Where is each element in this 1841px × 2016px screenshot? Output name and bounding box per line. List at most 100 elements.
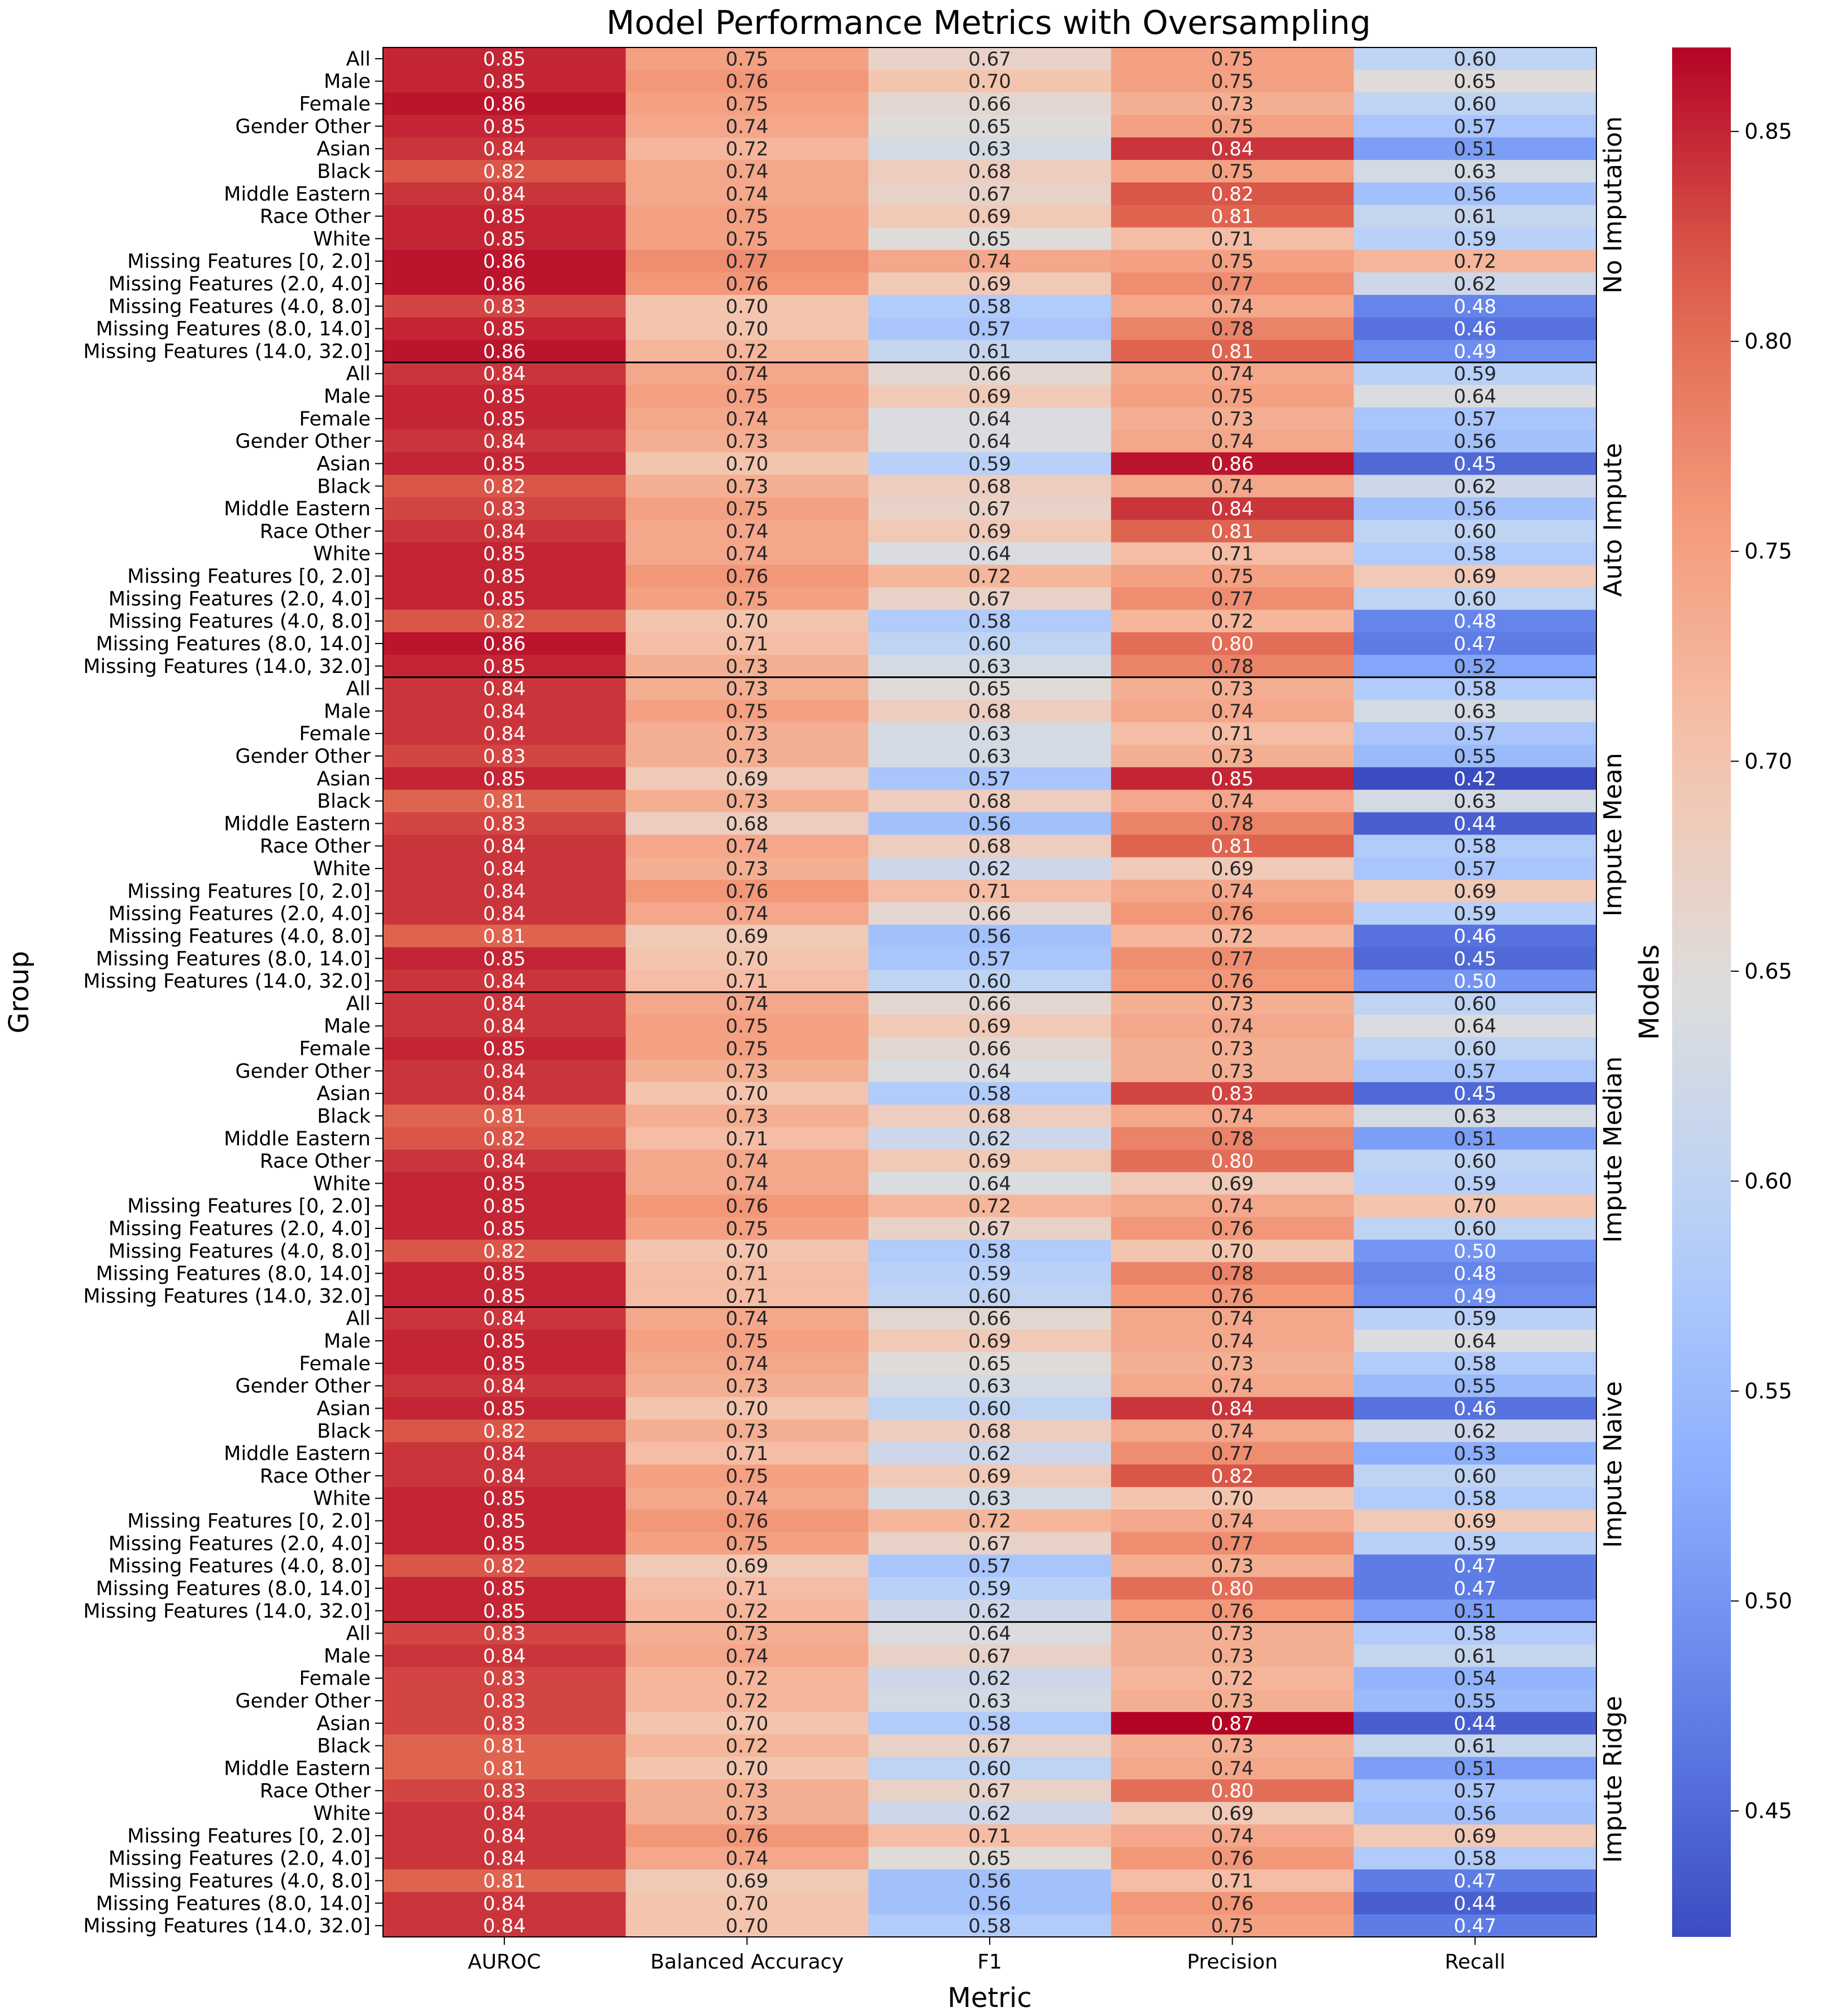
heatmap-cell: [1111, 1554, 1354, 1578]
cell-value-label: 0.74: [1211, 1375, 1254, 1398]
heatmap-cell: [868, 587, 1112, 610]
heatmap-cell: [868, 1734, 1112, 1758]
cell-value-label: 0.60: [1453, 520, 1496, 543]
heatmap-cell: [1353, 1397, 1597, 1420]
cell-value-label: 0.85: [483, 318, 526, 341]
heatmap-cell: [868, 1374, 1112, 1398]
heatmap-cell: [1111, 632, 1354, 655]
heatmap-cell: [383, 137, 626, 160]
cell-value-label: 0.81: [1211, 206, 1254, 228]
cell-value-label: 0.71: [1211, 1870, 1254, 1892]
heatmap-cell: [383, 812, 626, 835]
y-tick-label: Missing Features (8.0, 14.0]: [96, 1263, 371, 1285]
cell-value-label: 0.69: [968, 206, 1011, 228]
cell-value-label: 0.70: [726, 1915, 769, 1937]
cell-value-label: 0.84: [483, 1825, 526, 1848]
heatmap-cell: [1111, 317, 1354, 341]
cell-value-label: 0.84: [483, 970, 526, 993]
cell-value-label: 0.73: [726, 475, 769, 498]
heatmap-cell: [383, 745, 626, 768]
cell-value-label: 0.75: [726, 385, 769, 408]
cell-value-label: 0.84: [483, 1802, 526, 1825]
heatmap-cell: [1353, 1352, 1597, 1375]
heatmap-cell: [625, 1757, 869, 1780]
cell-value-label: 0.85: [483, 206, 526, 228]
heatmap-cell: [1111, 182, 1354, 206]
cell-value-label: 0.83: [483, 1713, 526, 1735]
cell-value-label: 0.71: [726, 1578, 769, 1600]
heatmap-cell: [625, 767, 869, 790]
cell-value-label: 0.55: [1453, 745, 1496, 768]
cell-value-label: 0.84: [483, 880, 526, 903]
heatmap-cell: [1111, 1239, 1354, 1263]
y-tick-label: Missing Features (4.0, 8.0]: [108, 1240, 371, 1263]
heatmap-cell: [868, 1465, 1112, 1488]
heatmap-cell: [625, 205, 869, 228]
cell-value-label: 0.67: [968, 588, 1011, 610]
heatmap-cell: [868, 1329, 1112, 1353]
heatmap-cell: [383, 1622, 626, 1645]
cell-value-label: 0.75: [1211, 115, 1254, 138]
heatmap-cell: [1353, 677, 1597, 701]
y-tick-label: Missing Features (2.0, 4.0]: [108, 588, 371, 610]
heatmap-cell: [868, 475, 1112, 498]
cell-value-label: 0.81: [1211, 340, 1254, 363]
y-tick-label: Gender Other: [236, 1375, 371, 1398]
heatmap-cell: [625, 69, 869, 93]
heatmap-cell: [625, 1711, 869, 1735]
heatmap-cell: [383, 1239, 626, 1263]
x-axis-ticks: AUROC Balanced Accuracy F1 Precision Recall: [468, 1937, 1505, 1974]
y-tick-label: Missing Features (4.0, 8.0]: [108, 610, 371, 633]
heatmap-cell: [1353, 294, 1597, 318]
cell-value-label: 0.69: [726, 1870, 769, 1892]
heatmap-cell: [868, 137, 1112, 160]
y-tick-label: Missing Features (14.0, 32.0]: [83, 655, 371, 678]
heatmap-cell: [383, 767, 626, 790]
cell-value-label: 0.73: [1211, 1060, 1254, 1083]
cell-value-label: 0.49: [1453, 1285, 1496, 1307]
cell-value-label: 0.71: [726, 1285, 769, 1307]
cell-value-label: 0.83: [483, 1780, 526, 1802]
cell-value-label: 0.82: [483, 1555, 526, 1578]
heatmap-cell: [383, 1689, 626, 1713]
cell-value-label: 0.56: [1453, 431, 1496, 453]
cell-value-label: 0.84: [483, 1645, 526, 1667]
heatmap-cell: [1111, 1846, 1354, 1870]
cell-value-label: 0.69: [1453, 1825, 1496, 1848]
cell-value-label: 0.80: [1211, 1150, 1254, 1173]
cell-value-label: 0.75: [1211, 385, 1254, 408]
heatmap-cell: [383, 475, 626, 498]
heatmap-cell: [1353, 340, 1597, 363]
heatmap-cell: [1111, 1577, 1354, 1600]
cell-value-label: 0.59: [1453, 228, 1496, 250]
heatmap-cell: [868, 1487, 1112, 1510]
heatmap-cell: [1353, 789, 1597, 813]
cell-value-label: 0.61: [1453, 206, 1496, 228]
heatmap-cell: [1353, 1127, 1597, 1150]
y-tick-label: Male: [324, 385, 371, 408]
heatmap-cell: [1111, 1352, 1354, 1375]
cell-value-label: 0.70: [726, 948, 769, 970]
heatmap-cell: [868, 1284, 1112, 1307]
heatmap-cell: [383, 1577, 626, 1600]
colorbar-tick-label: 0.70: [1744, 749, 1792, 774]
cell-value-label: 0.73: [726, 1780, 769, 1802]
heatmap-cell: [1111, 520, 1354, 543]
cell-value-label: 0.64: [1453, 1015, 1496, 1038]
cell-value-label: 0.73: [1211, 1555, 1254, 1578]
cell-value-label: 0.60: [1453, 1150, 1496, 1173]
cell-value-label: 0.71: [1211, 723, 1254, 745]
y-tick-label: Missing Features (4.0, 8.0]: [108, 925, 371, 948]
heatmap-cell: [1111, 1307, 1354, 1330]
heatmap-cell: [383, 1554, 626, 1578]
cell-value-label: 0.73: [1211, 408, 1254, 431]
heatmap-cell: [383, 1644, 626, 1667]
heatmap-cell: [383, 947, 626, 970]
cell-value-label: 0.78: [1211, 1128, 1254, 1150]
cell-value-label: 0.60: [968, 1757, 1011, 1780]
colorbar-tick-label: 0.45: [1744, 1798, 1792, 1823]
cell-value-label: 0.81: [483, 925, 526, 948]
heatmap-cell: [1353, 835, 1597, 858]
heatmap-cell: [1111, 587, 1354, 610]
cell-value-label: 0.85: [483, 768, 526, 790]
